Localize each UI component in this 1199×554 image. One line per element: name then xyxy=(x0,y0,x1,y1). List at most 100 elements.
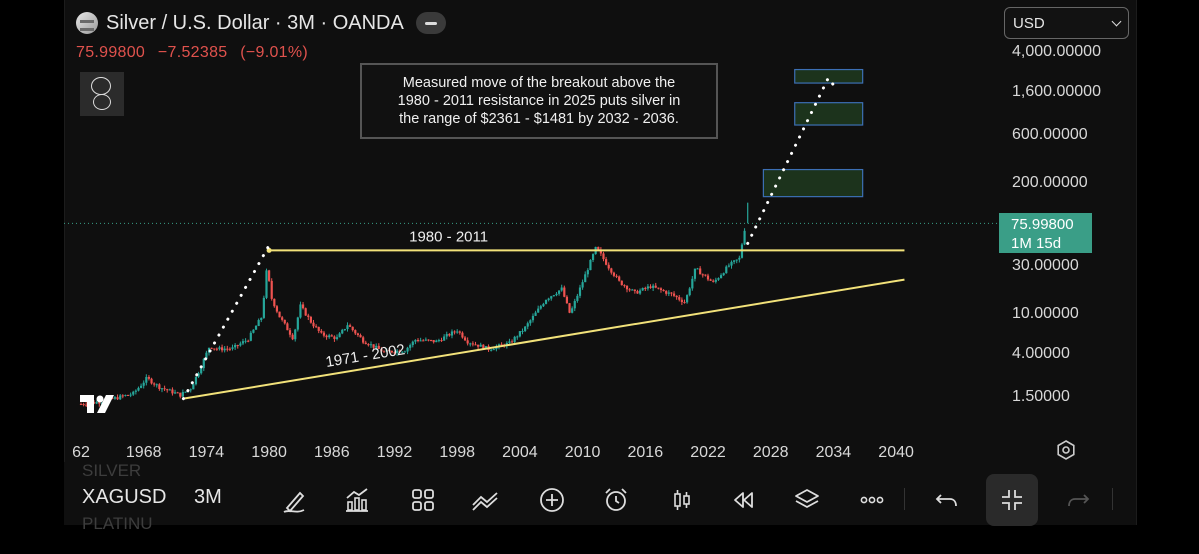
layouts-button[interactable] xyxy=(397,474,449,526)
candle-body xyxy=(688,288,691,296)
candle-body xyxy=(500,344,503,346)
candle-body xyxy=(176,392,179,394)
x-axis-tick-label: 2028 xyxy=(753,444,789,461)
candle-body xyxy=(388,350,391,352)
candle-body xyxy=(529,320,532,324)
collapse-legend-button[interactable] xyxy=(415,12,446,34)
measured-move-dotted-line xyxy=(181,243,271,401)
candle-body xyxy=(132,391,135,395)
candle-body xyxy=(215,348,218,350)
candle-body xyxy=(173,392,177,394)
candle-body xyxy=(249,332,252,341)
candle-body xyxy=(320,330,323,333)
candle-body xyxy=(552,295,555,297)
candle-body xyxy=(139,385,143,388)
brush-icon xyxy=(283,491,305,513)
ghost-symbol-below: PLATINU xyxy=(82,514,153,533)
candle-body xyxy=(369,344,373,346)
candle-body xyxy=(385,350,388,352)
candle-body xyxy=(142,382,145,386)
symbol-button[interactable]: XAGUSD xyxy=(82,486,167,508)
candle-body xyxy=(348,325,352,327)
candle-body xyxy=(521,330,524,332)
candle-body xyxy=(568,303,571,313)
candle-body xyxy=(409,345,412,348)
tradingview-logo-icon[interactable] xyxy=(80,391,122,413)
candle-body xyxy=(631,289,634,291)
y-axis-tick-label: 600.00000 xyxy=(1012,126,1088,143)
candle-body xyxy=(252,329,255,333)
candle-body xyxy=(445,334,448,337)
add-button[interactable] xyxy=(526,474,578,526)
candle-body xyxy=(234,344,237,348)
candle-body xyxy=(273,298,276,307)
more-button[interactable] xyxy=(846,474,898,526)
candle-body xyxy=(163,388,166,390)
candle-body xyxy=(456,331,459,333)
replay-button[interactable] xyxy=(717,474,769,526)
candle-body xyxy=(725,266,728,274)
x-axis-tick-label: 2040 xyxy=(878,444,914,461)
support-trendline xyxy=(183,278,905,400)
candle-body xyxy=(236,344,239,346)
last-price: 75.99800 xyxy=(76,44,146,61)
candle-body xyxy=(471,343,474,345)
candle-body xyxy=(672,293,676,296)
candle-body xyxy=(662,290,665,292)
redo-icon xyxy=(1068,494,1090,507)
minus-icon xyxy=(424,21,437,25)
chart-type-button[interactable] xyxy=(656,474,708,526)
fullscreen-exit-icon xyxy=(1002,490,1022,510)
drawing-tools-button[interactable] xyxy=(459,474,511,526)
candle-body xyxy=(380,348,383,352)
candle-body xyxy=(539,306,542,309)
candle-body xyxy=(341,329,344,334)
x-axis-tick-label: 1998 xyxy=(439,444,475,461)
layers-icon xyxy=(795,489,819,508)
undo-button[interactable] xyxy=(921,474,973,526)
candle-body xyxy=(667,292,670,294)
candle-body xyxy=(356,333,360,336)
candle-body xyxy=(466,340,469,344)
layers-button[interactable] xyxy=(781,474,833,526)
price-change-percent: (−9.01%) xyxy=(240,44,309,61)
annotation-note[interactable]: Measured move of the breakout above the … xyxy=(360,63,718,139)
candle-body xyxy=(550,296,553,299)
x-axis-tick-label: 1986 xyxy=(314,444,350,461)
candle-body xyxy=(218,347,221,350)
candle-body xyxy=(432,340,435,343)
candle-body xyxy=(649,286,652,288)
candle-body xyxy=(226,348,229,350)
candle-body xyxy=(654,285,657,288)
candle-body xyxy=(557,290,561,294)
settings-icon[interactable] xyxy=(1056,440,1076,460)
timeframe-button[interactable]: 3M xyxy=(194,486,222,508)
candle-body xyxy=(714,279,717,282)
candle-body xyxy=(625,285,629,290)
candle-body xyxy=(393,352,396,354)
candle-body xyxy=(584,274,587,283)
indicators-button[interactable] xyxy=(331,474,383,526)
candle-body xyxy=(469,343,472,345)
candle-body xyxy=(121,395,124,397)
candle-body xyxy=(510,341,514,343)
alert-button[interactable] xyxy=(590,474,642,526)
candle-body xyxy=(265,270,268,298)
candle-body xyxy=(727,265,730,267)
candle-body xyxy=(704,274,707,276)
brush-button[interactable] xyxy=(269,474,321,526)
redo-button[interactable] xyxy=(1052,474,1104,526)
fullscreen-exit-button[interactable] xyxy=(986,474,1038,526)
candle-body xyxy=(241,341,245,344)
candle-body xyxy=(597,246,600,250)
candle-body xyxy=(82,404,85,406)
candle-body xyxy=(479,344,482,347)
currency-select[interactable]: USD xyxy=(1004,7,1129,39)
chart-title[interactable]: Silver / U.S. Dollar · 3M · OANDA xyxy=(106,11,404,34)
indicator-logo-icon[interactable] xyxy=(80,72,124,116)
candle-body xyxy=(738,257,741,260)
candle-body xyxy=(309,316,312,323)
candle-body xyxy=(119,395,122,400)
